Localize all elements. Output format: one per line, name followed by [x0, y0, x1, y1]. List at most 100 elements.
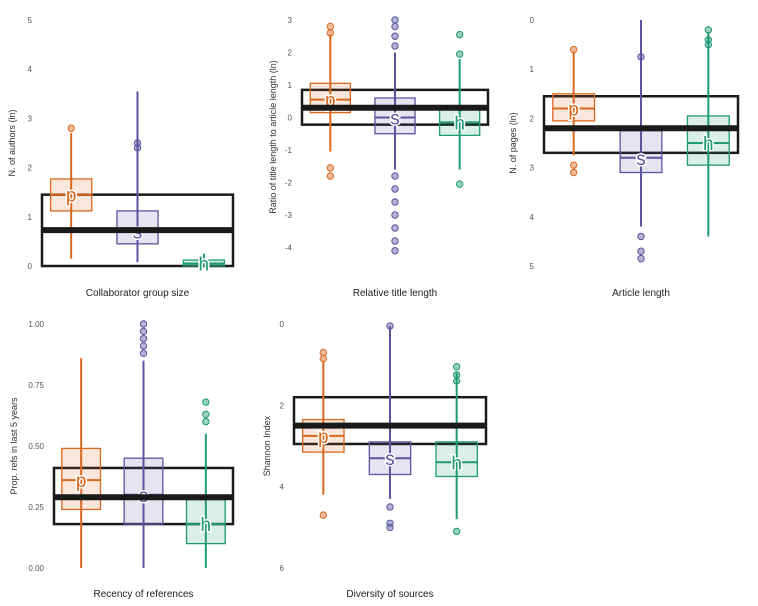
- outlier-point: [637, 254, 645, 263]
- x-axis-label: Relative title length: [353, 288, 438, 299]
- y-tick-label: 2: [280, 401, 285, 410]
- panel-2: -4 -3 -2 -1 0 1 2 3 Ratio of title length to art…: [268, 16, 490, 299]
- box-s: s: [619, 20, 663, 263]
- outlier-point: [455, 30, 464, 39]
- y-tick-label: 0.25: [28, 503, 44, 512]
- panel-1: 0 1 2 3 4 5 N. of authors (ln) Collaborator gro…: [7, 16, 235, 299]
- box-label: s: [385, 449, 395, 470]
- y-axis-label: Prop. refs in last 5 years: [9, 397, 19, 495]
- outlier-point: [704, 26, 713, 34]
- outlier-point: [391, 247, 399, 255]
- outlier-point: [139, 334, 148, 343]
- outlier-point: [569, 161, 578, 169]
- y-tick-label: 1: [288, 81, 293, 90]
- outlier-point: [637, 247, 645, 255]
- box-label: p: [568, 100, 579, 121]
- outlier-point: [704, 40, 713, 49]
- y-axis-label: Ratio of title length to article length …: [268, 60, 278, 214]
- x-axis-label: Recency of references: [93, 589, 193, 600]
- y-tick-label: 3: [288, 16, 293, 25]
- outlier-point: [637, 232, 645, 241]
- box-label: p: [318, 427, 329, 448]
- y-axis-label: Shannon Index: [262, 415, 272, 476]
- outlier-point: [139, 349, 148, 357]
- y-tick-label: 2: [28, 164, 33, 173]
- box-h: h: [185, 398, 226, 568]
- box-h: h: [686, 26, 730, 237]
- box-rect: [552, 93, 596, 122]
- box-label: h: [199, 255, 210, 276]
- y-tick-label: -3: [285, 211, 293, 220]
- box-label: p: [66, 186, 77, 207]
- outlier-point: [133, 144, 142, 152]
- y-axis-label: N. of authors (ln): [7, 109, 17, 176]
- y-tick-label: -1: [285, 146, 293, 155]
- outlier-point: [319, 511, 328, 519]
- y-tick-label: -4: [285, 244, 293, 253]
- outlier-point: [391, 198, 399, 206]
- outlier-point: [452, 527, 461, 536]
- box-p: p: [552, 45, 596, 177]
- outlier-point: [139, 327, 148, 336]
- box-rect: [123, 457, 164, 525]
- box-rect: [686, 115, 730, 166]
- box-s: s: [374, 16, 416, 255]
- outlier-point: [391, 16, 399, 24]
- y-tick-label: 1: [28, 213, 33, 222]
- outlier-point: [391, 237, 399, 245]
- outlier-point: [326, 164, 335, 172]
- y-tick-label: 2: [530, 114, 535, 123]
- outlier-point: [455, 180, 464, 188]
- panel-3: 0 1 2 3 4 5 N. of pages (ln) Article length p s h: [508, 16, 740, 299]
- y-tick-label: 1: [530, 65, 535, 74]
- outlier-point: [569, 45, 578, 54]
- outlier-point: [637, 53, 645, 61]
- box-h: h: [435, 363, 478, 536]
- y-tick-label: 3: [28, 114, 33, 123]
- box-p: p: [49, 124, 93, 259]
- outlier-point: [386, 322, 394, 330]
- box-label: h: [454, 113, 465, 134]
- y-tick-label: 4: [530, 213, 535, 222]
- panel-5: 0 2 4 6 Shannon Index Diversity of sources p s h: [262, 320, 488, 600]
- box-p: p: [309, 22, 352, 180]
- y-tick-label: 4: [280, 483, 285, 492]
- outlier-point: [139, 342, 148, 350]
- y-tick-label: 0: [28, 262, 33, 271]
- box-h: h: [438, 30, 481, 188]
- y-tick-label: 4: [28, 65, 33, 74]
- outlier-point: [391, 42, 399, 50]
- outlier-point: [67, 124, 75, 132]
- box-label: p: [76, 471, 87, 492]
- outlier-point: [202, 417, 210, 426]
- x-axis-label: Article length: [612, 288, 670, 299]
- outlier-point: [391, 211, 399, 219]
- box-label: s: [636, 149, 646, 170]
- outlier-point: [202, 398, 210, 406]
- outlier-point: [326, 22, 335, 31]
- y-tick-label: 0: [280, 320, 285, 329]
- outlier-point: [319, 348, 328, 357]
- box-s: s: [116, 91, 159, 263]
- box-s: s: [123, 320, 164, 568]
- y-tick-label: 0.50: [28, 442, 44, 451]
- box-rect: [435, 441, 478, 478]
- box-rect: [374, 97, 416, 135]
- panel-4: 0.00 0.25 0.50 0.75 1.00 Prop. refs in last 5…: [9, 320, 235, 600]
- outlier-point: [391, 172, 399, 180]
- outlier-point: [452, 363, 461, 371]
- outlier-point: [391, 32, 399, 40]
- y-tick-label: 6: [280, 564, 285, 573]
- outlier-point: [391, 185, 399, 193]
- y-tick-label: 5: [28, 16, 33, 25]
- y-tick-label: 3: [530, 164, 535, 173]
- box-s: s: [368, 322, 412, 532]
- y-tick-label: 0: [530, 16, 535, 25]
- outlier-point: [139, 320, 148, 328]
- box-label: h: [451, 453, 462, 474]
- box-label: h: [703, 134, 714, 155]
- y-tick-label: -2: [285, 179, 293, 188]
- x-axis-label: Diversity of sources: [346, 589, 433, 600]
- outlier-point: [386, 503, 394, 511]
- outlier-point: [452, 377, 461, 385]
